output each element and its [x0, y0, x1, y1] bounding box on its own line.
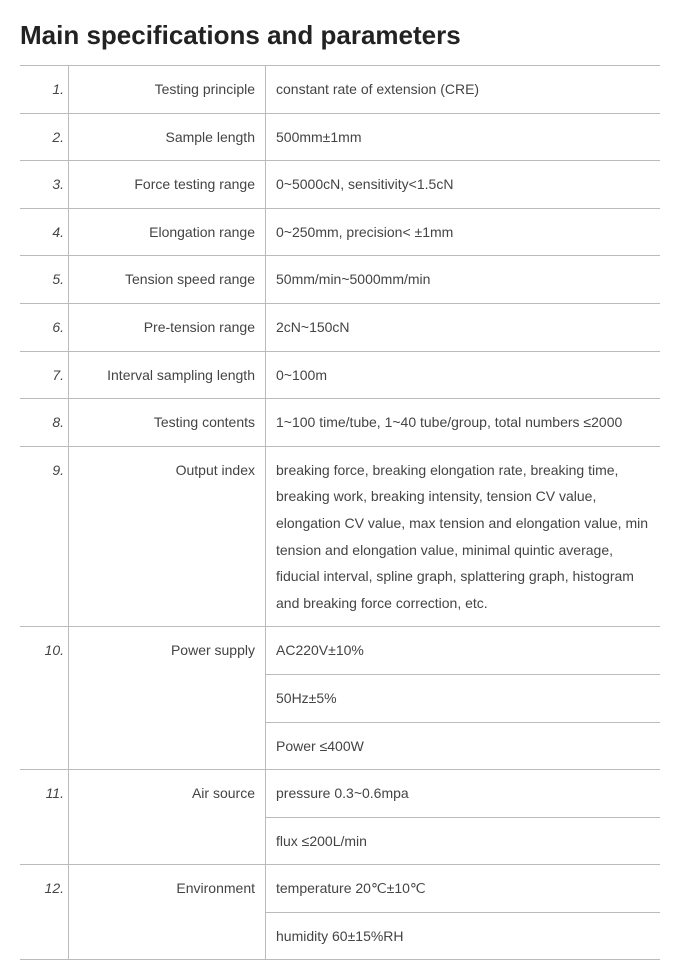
row-value: breaking force, breaking elongation rate… — [266, 446, 661, 627]
row-value: flux ≤200L/min — [266, 817, 661, 865]
row-number: 9. — [20, 446, 69, 627]
table-row: 5.Tension speed range50mm/min~5000mm/min — [20, 256, 660, 304]
row-label: Environment — [69, 865, 266, 960]
spec-table: 1.Testing principleconstant rate of exte… — [20, 65, 660, 960]
row-label: Elongation range — [69, 208, 266, 256]
row-label: Force testing range — [69, 161, 266, 209]
row-value: 2cN~150cN — [266, 303, 661, 351]
table-row: 10.Power supplyAC220V±10% — [20, 627, 660, 675]
row-label: Tension speed range — [69, 256, 266, 304]
row-value: 50Hz±5% — [266, 674, 661, 722]
table-row: 4.Elongation range0~250mm, precision< ±1… — [20, 208, 660, 256]
table-row: 6.Pre-tension range2cN~150cN — [20, 303, 660, 351]
row-number: 8. — [20, 399, 69, 447]
row-value: 1~100 time/tube, 1~40 tube/group, total … — [266, 399, 661, 447]
row-label: Sample length — [69, 113, 266, 161]
row-label: Testing principle — [69, 66, 266, 114]
table-row: 9.Output indexbreaking force, breaking e… — [20, 446, 660, 627]
row-value: Power ≤400W — [266, 722, 661, 770]
table-row: 3.Force testing range0~5000cN, sensitivi… — [20, 161, 660, 209]
row-value: AC220V±10% — [266, 627, 661, 675]
table-row: 11.Air sourcepressure 0.3~0.6mpa — [20, 770, 660, 818]
row-label: Interval sampling length — [69, 351, 266, 399]
row-number: 12. — [20, 865, 69, 960]
table-row: 1.Testing principleconstant rate of exte… — [20, 66, 660, 114]
row-label: Testing contents — [69, 399, 266, 447]
row-number: 7. — [20, 351, 69, 399]
row-value: pressure 0.3~0.6mpa — [266, 770, 661, 818]
table-row: 7.Interval sampling length0~100m — [20, 351, 660, 399]
row-value: 0~250mm, precision< ±1mm — [266, 208, 661, 256]
row-value: 0~100m — [266, 351, 661, 399]
row-number: 5. — [20, 256, 69, 304]
row-value: 50mm/min~5000mm/min — [266, 256, 661, 304]
table-row: 12.Environmenttemperature 20℃±10℃ — [20, 865, 660, 913]
row-value: constant rate of extension (CRE) — [266, 66, 661, 114]
table-row: 8.Testing contents1~100 time/tube, 1~40 … — [20, 399, 660, 447]
table-row: 2.Sample length500mm±1mm — [20, 113, 660, 161]
row-number: 6. — [20, 303, 69, 351]
row-value: humidity 60±15%RH — [266, 912, 661, 960]
row-number: 2. — [20, 113, 69, 161]
row-label: Air source — [69, 770, 266, 865]
row-value: 0~5000cN, sensitivity<1.5cN — [266, 161, 661, 209]
page-title: Main specifications and parameters — [20, 20, 658, 51]
row-value: 500mm±1mm — [266, 113, 661, 161]
row-number: 3. — [20, 161, 69, 209]
row-number: 1. — [20, 66, 69, 114]
row-number: 11. — [20, 770, 69, 865]
row-value: temperature 20℃±10℃ — [266, 865, 661, 913]
row-number: 10. — [20, 627, 69, 770]
row-label: Pre-tension range — [69, 303, 266, 351]
row-label: Output index — [69, 446, 266, 627]
row-number: 4. — [20, 208, 69, 256]
row-label: Power supply — [69, 627, 266, 770]
